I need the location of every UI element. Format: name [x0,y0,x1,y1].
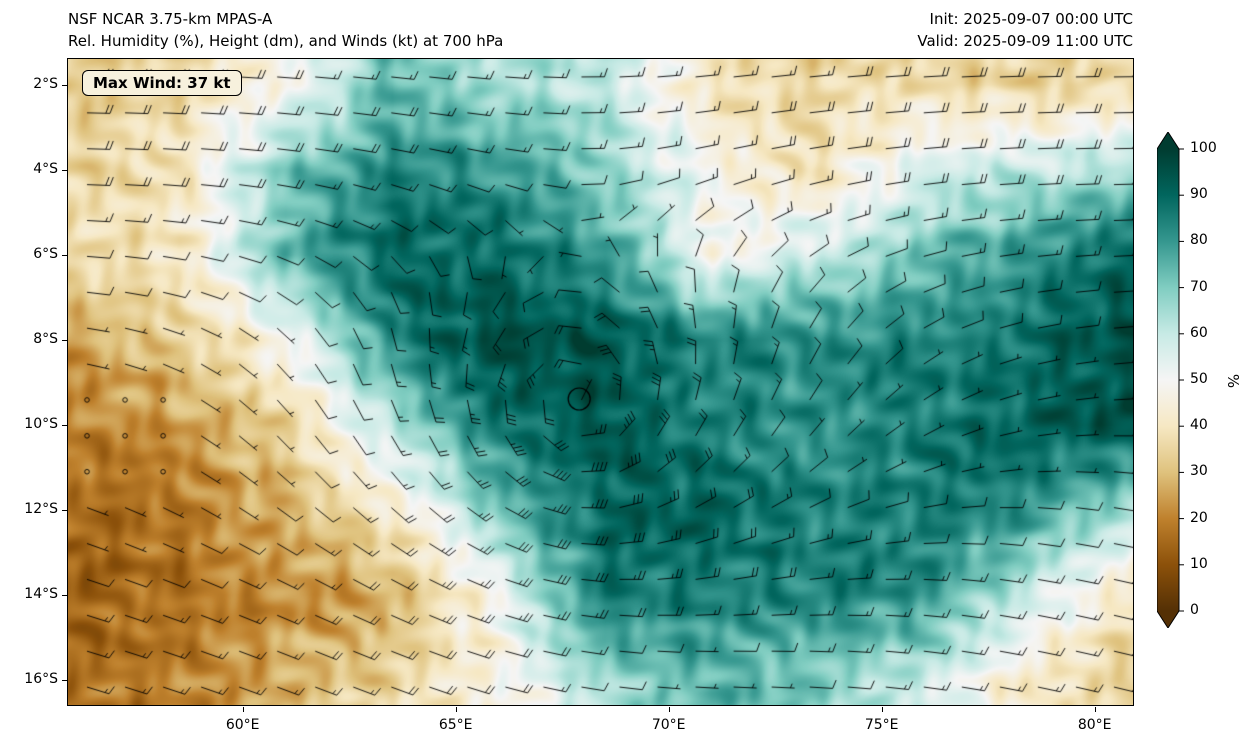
y-axis-tick-label: 10°S [24,415,58,432]
colorbar-unit-label: % [1224,373,1243,389]
y-axis-tick [62,424,67,426]
y-axis-tick [62,254,67,256]
colorbar-tick-label: 80 [1190,232,1208,249]
x-axis-tick-label: 60°E [225,717,260,733]
chart-header-right: Init: 2025-09-07 00:00 UTC Valid: 2025-0… [790,8,1133,52]
x-axis-tick-label: 75°E [864,717,899,733]
y-axis-tick-label: 8°S [33,330,58,347]
x-axis-tick [668,707,670,712]
colorbar-tick-label: 0 [1190,602,1199,618]
x-axis-tick-label: 70°E [651,717,686,733]
y-axis-tick [62,509,67,511]
colorbar-tick-label: 20 [1190,509,1208,526]
y-axis-tick-label: 14°S [24,585,58,602]
colorbar-tick-label: 50 [1190,371,1208,387]
colorbar-tick-label: 100 [1190,140,1217,156]
x-axis-tick [455,707,457,712]
y-axis-tick-label: 2°S [33,75,58,92]
x-axis-tick [1094,707,1096,712]
colorbar-tick-label: 90 [1190,186,1208,203]
model-title: NSF NCAR 3.75-km MPAS-A [68,10,273,28]
max-wind-badge: Max Wind: 37 kt [82,70,242,96]
field-subtitle: Rel. Humidity (%), Height (dm), and Wind… [68,32,504,50]
y-axis-tick [62,84,67,86]
colorbar-gradient [1156,131,1180,629]
x-axis-tick-label: 80°E [1077,717,1112,733]
colorbar-tick-label: 70 [1190,278,1208,295]
y-axis-tick-label: 4°S [33,160,58,177]
colorbar-tick-label: 10 [1190,555,1208,572]
valid-time: Valid: 2025-09-09 11:00 UTC [917,32,1133,50]
x-axis-tick-label: 65°E [438,717,473,733]
y-axis-tick-label: 12°S [24,500,58,517]
y-axis-tick [62,679,67,681]
y-axis-tick [62,594,67,596]
map-canvas [67,58,1134,706]
y-axis-tick-label: 16°S [24,670,58,687]
x-axis-tick [242,707,244,712]
init-time: Init: 2025-09-07 00:00 UTC [929,10,1133,28]
y-axis-tick [62,169,67,171]
colorbar-svg [1156,131,1184,629]
colorbar-tick-label: 40 [1190,417,1208,434]
y-axis-tick [62,339,67,341]
colorbar-tick-label: 60 [1190,324,1208,341]
y-axis-tick-label: 6°S [33,245,58,262]
colorbar: 0 10 20 30 40 50 60 70 80 90 100 [1156,131,1217,632]
colorbar-tick-label: 30 [1190,463,1208,480]
chart-header-left: NSF NCAR 3.75-km MPAS-A Rel. Humidity (%… [68,8,503,52]
x-axis-tick [881,707,883,712]
